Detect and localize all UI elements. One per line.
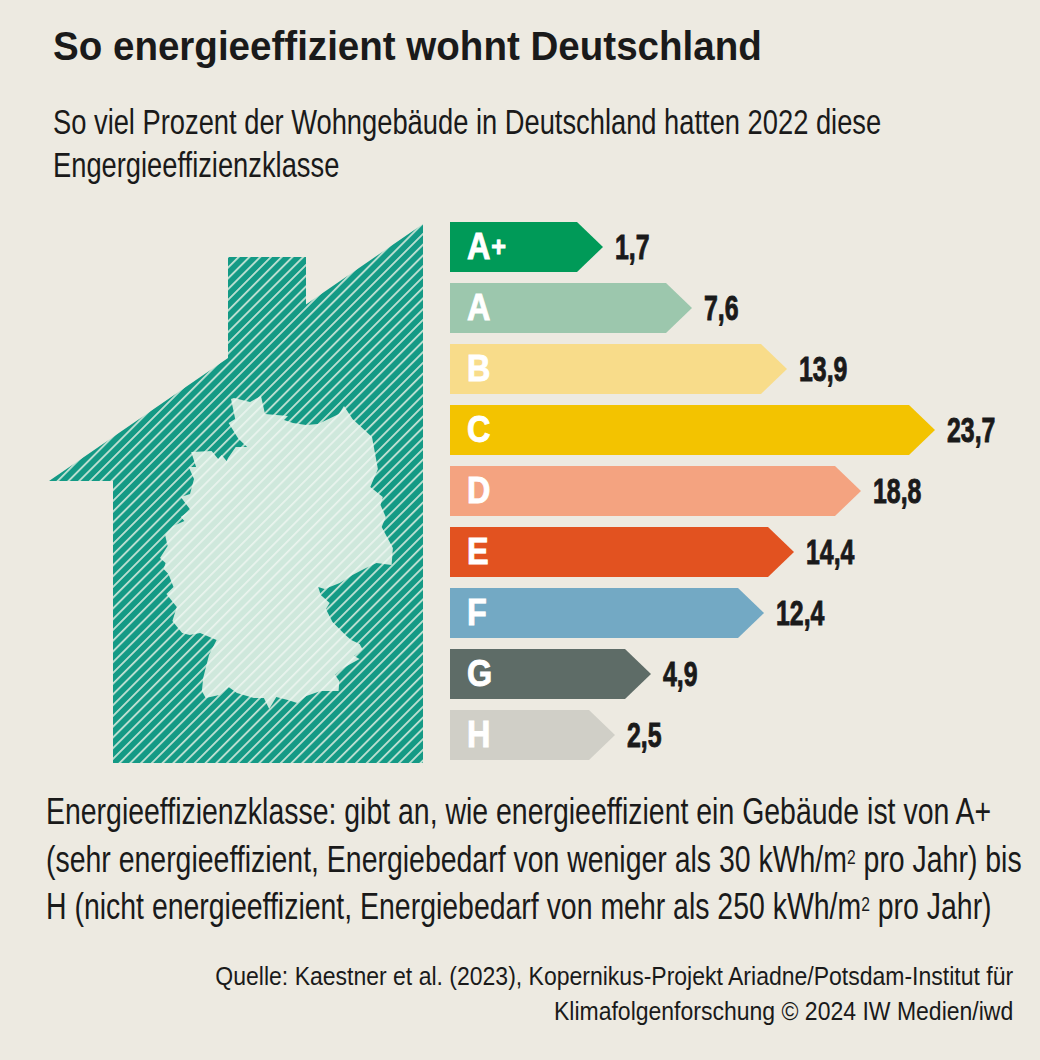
bar-label: A xyxy=(450,287,493,329)
bar-value: 2,5 xyxy=(627,710,676,760)
bar-label: H xyxy=(450,714,493,756)
bar-value: 23,7 xyxy=(947,405,1015,455)
bar-A+: A+ xyxy=(450,222,603,272)
bar-A: A xyxy=(450,283,692,333)
bar-B: B xyxy=(450,344,787,394)
bar-H: H xyxy=(450,710,615,760)
bar-F: F xyxy=(450,588,764,638)
bar-D: D xyxy=(450,466,861,516)
footnote: Energieeffizienzklasse: gibt an, wie ene… xyxy=(46,789,1040,930)
source-credit: Quelle: Kaestner et al. (2023), Kopernik… xyxy=(146,959,1013,1029)
bar-E: E xyxy=(450,527,794,577)
bar-label: C xyxy=(450,409,493,451)
bar-label: B xyxy=(450,348,493,390)
bar-C: C xyxy=(450,405,935,455)
bar-value: 7,6 xyxy=(704,283,753,333)
bar-G: G xyxy=(450,649,651,699)
bar-value: 4,9 xyxy=(663,649,712,699)
bar-label: D xyxy=(450,470,493,512)
bar-value: 12,4 xyxy=(776,588,844,638)
bar-value: 13,9 xyxy=(799,344,867,394)
bar-label: G xyxy=(450,653,495,695)
bar-label: F xyxy=(450,592,489,634)
bar-label: A+ xyxy=(450,226,510,268)
bar-value: 1,7 xyxy=(615,222,664,272)
bar-value: 14,4 xyxy=(806,527,874,577)
bar-label: E xyxy=(450,531,491,573)
bar-value: 18,8 xyxy=(873,466,941,516)
house-icon xyxy=(49,224,423,763)
